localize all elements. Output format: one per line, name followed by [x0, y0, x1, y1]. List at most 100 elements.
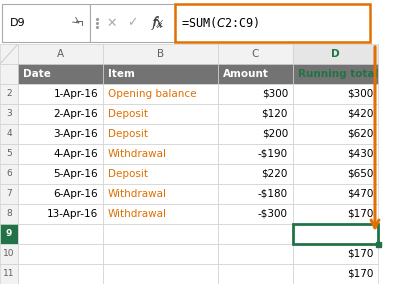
Bar: [218, 264, 293, 284]
Text: Item: Item: [108, 69, 135, 79]
Text: -$190: -$190: [258, 149, 288, 159]
Bar: [293, 124, 378, 144]
Bar: [293, 104, 378, 124]
Text: $120: $120: [261, 109, 288, 119]
Text: 2: 2: [6, 89, 12, 99]
Text: Withdrawal: Withdrawal: [108, 149, 167, 159]
Text: 7: 7: [6, 189, 12, 199]
Bar: [218, 184, 293, 204]
Bar: [18, 64, 103, 84]
Text: $420: $420: [347, 109, 373, 119]
Text: B: B: [157, 49, 164, 59]
Bar: [18, 204, 103, 224]
Bar: [0, 224, 18, 244]
Bar: [103, 244, 218, 264]
Text: $300: $300: [347, 89, 373, 99]
Bar: [218, 64, 293, 84]
Text: 4-Apr-16: 4-Apr-16: [53, 149, 98, 159]
Bar: [293, 204, 378, 224]
Bar: [18, 84, 103, 104]
Bar: [0, 164, 18, 184]
Bar: [293, 264, 378, 284]
Text: Withdrawal: Withdrawal: [108, 209, 167, 219]
Text: 1-Apr-16: 1-Apr-16: [53, 89, 98, 99]
Bar: [175, 4, 370, 42]
Bar: [218, 244, 293, 264]
Bar: [103, 124, 218, 144]
Text: 10: 10: [3, 250, 15, 258]
Text: fx: fx: [152, 16, 164, 30]
Text: A: A: [57, 49, 64, 59]
Bar: [218, 224, 293, 244]
Text: $f_x$: $f_x$: [152, 15, 164, 31]
Bar: [0, 244, 18, 264]
Bar: [218, 124, 293, 144]
Bar: [18, 244, 103, 264]
Bar: [2, 4, 90, 42]
Bar: [18, 144, 103, 164]
Bar: [218, 144, 293, 164]
Bar: [293, 224, 378, 244]
Bar: [18, 104, 103, 124]
Bar: [103, 44, 218, 64]
Text: 9: 9: [6, 229, 12, 239]
Bar: [18, 44, 103, 64]
Text: $170: $170: [347, 209, 373, 219]
Bar: [103, 84, 218, 104]
Bar: [218, 84, 293, 104]
Bar: [103, 64, 218, 84]
Bar: [0, 104, 18, 124]
Text: Opening balance: Opening balance: [108, 89, 197, 99]
Bar: [218, 204, 293, 224]
Bar: [293, 184, 378, 204]
Text: 5: 5: [6, 149, 12, 158]
Bar: [0, 64, 18, 84]
Text: $170: $170: [347, 229, 373, 239]
Bar: [18, 164, 103, 184]
Bar: [103, 104, 218, 124]
Text: =SUM($C$2:C9): =SUM($C$2:C9): [181, 16, 259, 30]
Text: 11: 11: [3, 270, 15, 279]
Bar: [293, 244, 378, 264]
Bar: [103, 184, 218, 204]
Bar: [0, 204, 18, 224]
Text: ✓: ✓: [127, 16, 137, 30]
Bar: [293, 164, 378, 184]
Text: $300: $300: [262, 89, 288, 99]
Text: 3-Apr-16: 3-Apr-16: [53, 129, 98, 139]
Text: Date: Date: [23, 69, 51, 79]
Bar: [293, 224, 378, 244]
Text: C: C: [252, 49, 259, 59]
Bar: [103, 264, 218, 284]
Text: 3: 3: [6, 110, 12, 118]
Text: $170: $170: [347, 269, 373, 279]
Text: $170: $170: [347, 249, 373, 259]
Text: -$180: -$180: [258, 189, 288, 199]
Text: -$300: -$300: [258, 209, 288, 219]
Text: 6: 6: [6, 170, 12, 179]
Bar: [103, 164, 218, 184]
Bar: [103, 204, 218, 224]
Bar: [293, 44, 378, 64]
Bar: [375, 241, 380, 247]
Bar: [0, 44, 18, 64]
Text: D: D: [331, 49, 340, 59]
Text: ✕: ✕: [107, 16, 117, 30]
Text: $220: $220: [261, 169, 288, 179]
Bar: [0, 184, 18, 204]
Text: Deposit: Deposit: [108, 129, 148, 139]
Bar: [18, 124, 103, 144]
Text: 13-Apr-16: 13-Apr-16: [47, 209, 98, 219]
Text: 2-Apr-16: 2-Apr-16: [53, 109, 98, 119]
Bar: [293, 64, 378, 84]
Bar: [293, 84, 378, 104]
Text: 4: 4: [6, 130, 12, 139]
Polygon shape: [75, 21, 85, 26]
Bar: [0, 144, 18, 164]
Text: $430: $430: [347, 149, 373, 159]
Text: Running total: Running total: [298, 69, 378, 79]
Bar: [293, 144, 378, 164]
Text: Amount: Amount: [223, 69, 269, 79]
Bar: [103, 144, 218, 164]
Text: $200: $200: [262, 129, 288, 139]
